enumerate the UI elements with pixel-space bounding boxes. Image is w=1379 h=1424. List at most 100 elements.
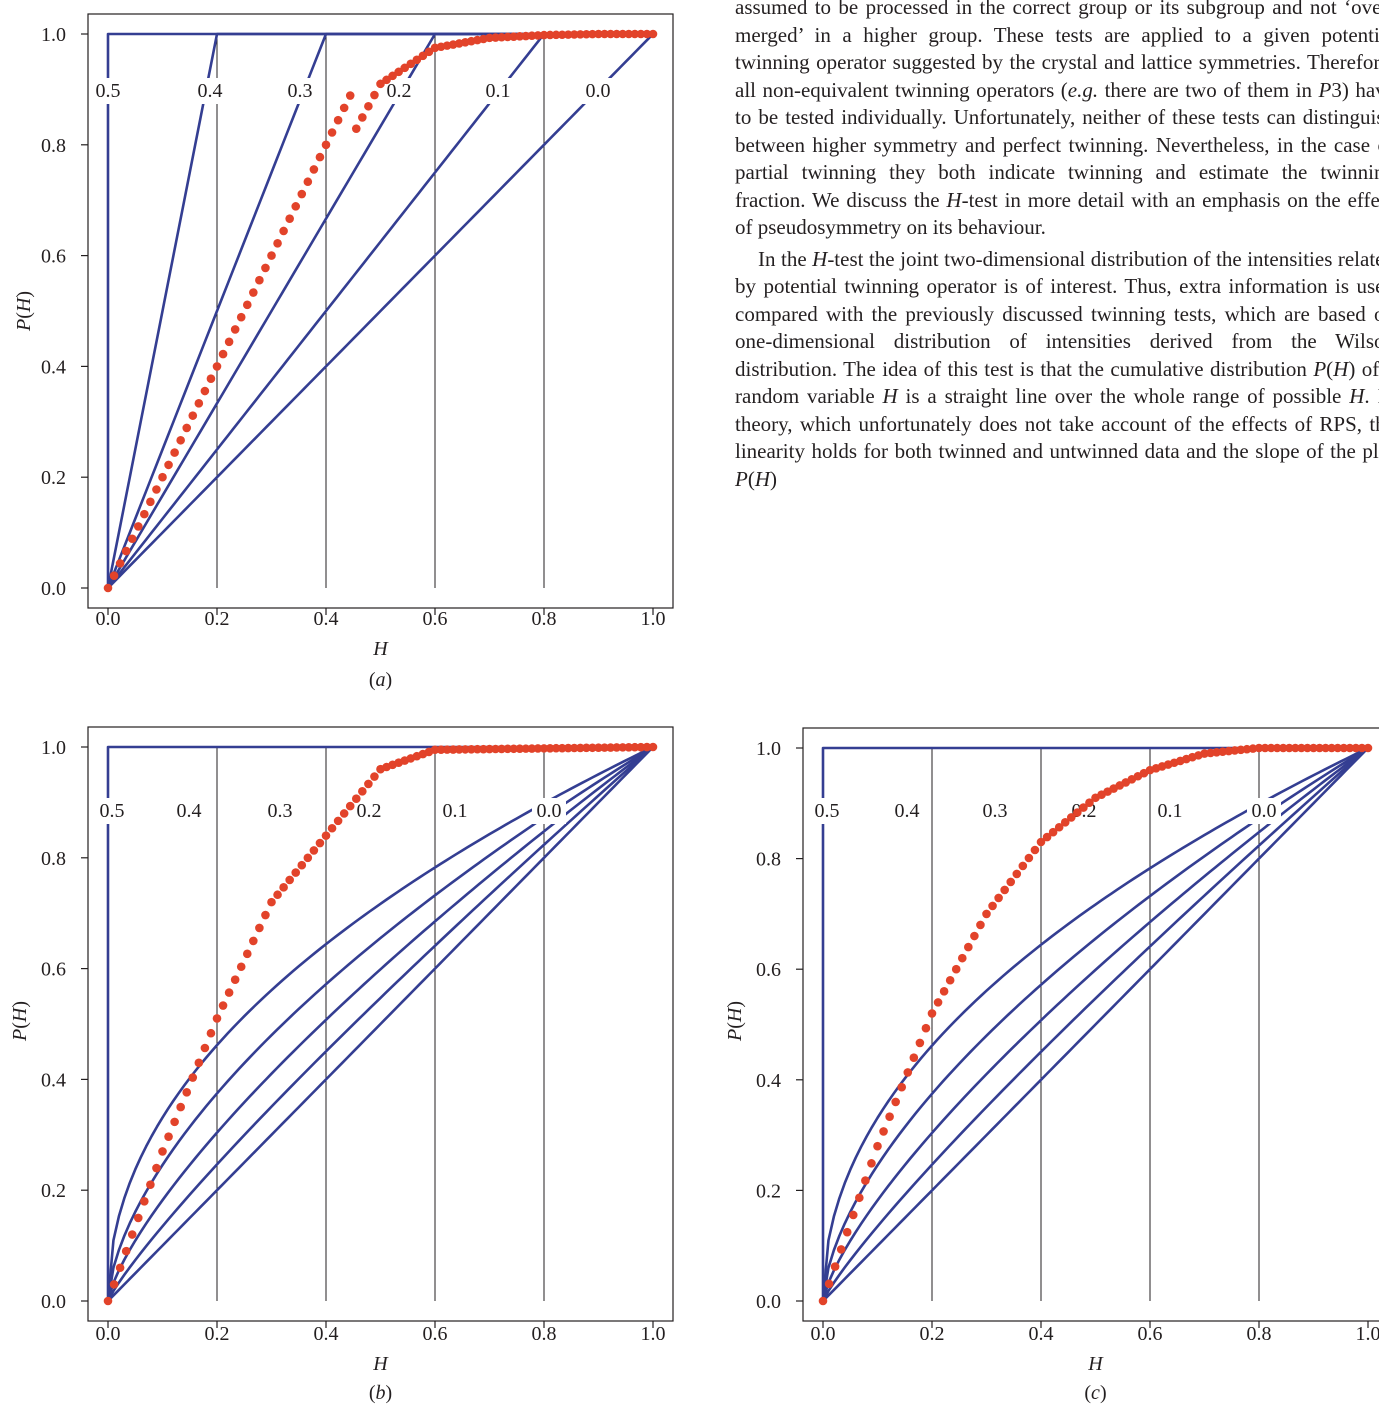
y-axis-label: P(H) bbox=[724, 1001, 746, 1042]
observed-point bbox=[1272, 743, 1282, 753]
observed-point bbox=[406, 59, 416, 69]
chart-svg-c: 0.0 0.2 0.4 0.6 0.8 1.0 0.0 0.2 0.4 0.6 0.8 1.0 0.5 0… bbox=[724, 727, 1379, 1404]
observed-point bbox=[921, 1023, 931, 1033]
observed-point bbox=[582, 29, 591, 39]
curve-label: 0.1 bbox=[486, 80, 511, 102]
observed-point bbox=[1085, 798, 1094, 807]
observed-point bbox=[339, 103, 349, 113]
observed-point bbox=[333, 115, 343, 125]
observed-point bbox=[606, 743, 615, 752]
observed-point bbox=[242, 300, 252, 310]
observed-point bbox=[927, 1009, 937, 1018]
plot-frame bbox=[87, 13, 674, 609]
x-tick-label: 0.8 bbox=[1247, 1323, 1272, 1345]
observed-point bbox=[618, 743, 628, 752]
observed-point bbox=[957, 953, 967, 963]
observed-point bbox=[545, 744, 555, 753]
observed-point bbox=[891, 1097, 900, 1107]
y-axis-label: P(H) bbox=[13, 291, 35, 332]
observed-point bbox=[533, 744, 543, 753]
curve-label: 0.5 bbox=[100, 800, 125, 822]
observed-point bbox=[551, 743, 561, 753]
observed-point bbox=[1006, 877, 1016, 887]
observed-point bbox=[1297, 743, 1306, 753]
curve-label-bg bbox=[532, 798, 566, 824]
curve-label-bg bbox=[283, 78, 317, 104]
observed-point bbox=[594, 29, 603, 39]
observed-point bbox=[182, 1088, 192, 1097]
observed-point bbox=[249, 936, 258, 946]
observed-point bbox=[903, 1068, 913, 1077]
observed-point bbox=[491, 33, 500, 42]
observed-point bbox=[115, 559, 125, 568]
observed-point bbox=[194, 1058, 204, 1068]
observed-point bbox=[594, 743, 603, 752]
observed-point bbox=[291, 202, 301, 211]
observed-point bbox=[255, 923, 264, 933]
y-axis-label: P(H) bbox=[9, 1001, 31, 1042]
observed-point bbox=[867, 1159, 876, 1168]
observed-point bbox=[121, 546, 131, 556]
observed-point bbox=[424, 47, 434, 57]
observed-point bbox=[1291, 743, 1300, 753]
observed-point bbox=[642, 29, 652, 39]
observed-point bbox=[394, 67, 403, 77]
observed-point bbox=[273, 890, 282, 900]
y-tick-label: 1.0 bbox=[41, 24, 66, 46]
y-tick-label: 0.8 bbox=[41, 135, 66, 157]
curve-label: 0.4 bbox=[895, 800, 920, 822]
x-tick-label: 0.2 bbox=[920, 1323, 945, 1345]
observed-point bbox=[103, 583, 113, 593]
observed-point bbox=[267, 251, 276, 260]
curve-label-bg bbox=[91, 78, 125, 104]
observed-point bbox=[1073, 808, 1082, 817]
observed-point bbox=[333, 816, 343, 826]
curve-label-bg bbox=[978, 798, 1012, 824]
observed-point bbox=[630, 742, 640, 752]
observed-point bbox=[224, 337, 234, 347]
curve-alpha-0.1 bbox=[106, 746, 654, 1302]
observed-point bbox=[848, 1210, 858, 1220]
observed-point bbox=[1309, 743, 1318, 753]
observed-point bbox=[230, 975, 240, 984]
observed-point bbox=[109, 571, 119, 580]
observed-point bbox=[588, 29, 597, 39]
observed-point bbox=[442, 745, 452, 754]
curve-label-bg bbox=[438, 798, 472, 824]
curve-label-bg bbox=[95, 798, 129, 824]
curve-label: 0.1 bbox=[1158, 800, 1183, 822]
observed-point bbox=[321, 831, 331, 840]
curve-label-bg bbox=[810, 798, 844, 824]
chart-svg-a: 0.0 0.2 0.4 0.6 0.8 1.0 0.0 0.2 0.4 0.6 0.8 1.0 0.5 0… bbox=[13, 13, 674, 691]
observed-point bbox=[1079, 803, 1088, 812]
x-axis-label: H bbox=[1087, 1353, 1104, 1375]
observed-point bbox=[915, 1038, 925, 1048]
observed-point bbox=[533, 31, 543, 40]
observed-point bbox=[994, 893, 1003, 903]
observed-point bbox=[206, 1028, 216, 1038]
observed-point bbox=[1333, 743, 1343, 753]
observed-point bbox=[557, 743, 567, 753]
observed-point bbox=[497, 32, 506, 42]
observed-point bbox=[388, 71, 397, 81]
observed-point bbox=[358, 787, 367, 796]
observed-point bbox=[1042, 832, 1052, 842]
y-tick-label: 0.6 bbox=[41, 959, 66, 981]
panel-label: (b) bbox=[369, 1382, 392, 1404]
observed-point bbox=[164, 1132, 173, 1141]
observed-point bbox=[576, 30, 585, 39]
observed-point bbox=[115, 1263, 125, 1273]
y-tick-label: 0.8 bbox=[41, 848, 66, 870]
x-tick-label: 0.4 bbox=[314, 608, 339, 630]
curve-label: 0.2 bbox=[357, 800, 382, 822]
curve-label: 0.4 bbox=[177, 800, 202, 822]
observed-point bbox=[1030, 845, 1040, 855]
chart-panel-b: 0.0 0.2 0.4 0.6 0.8 1.0 0.0 0.2 0.4 0.6 0.8 1.0 0.5 0… bbox=[0, 710, 700, 1424]
observed-point bbox=[364, 779, 373, 789]
observed-point bbox=[951, 964, 961, 974]
observed-point bbox=[521, 31, 531, 41]
article-text: assumed to be processed in the correct g… bbox=[735, 0, 1379, 493]
observed-point bbox=[279, 226, 288, 236]
observed-point bbox=[285, 214, 294, 223]
observed-point bbox=[1066, 813, 1076, 822]
